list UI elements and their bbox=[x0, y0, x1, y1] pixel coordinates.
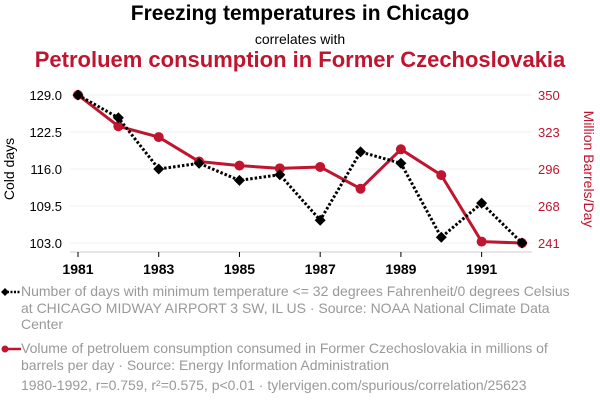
data-point-cold-days bbox=[314, 214, 326, 226]
data-point-cold-days bbox=[395, 157, 407, 169]
data-point-petroleum bbox=[113, 121, 124, 132]
series-line-petroleum bbox=[77, 93, 523, 245]
y-right-tick-label: 268 bbox=[538, 199, 560, 214]
y-left-tick-label: 129.0 bbox=[29, 88, 62, 103]
data-point-petroleum bbox=[436, 170, 447, 181]
x-tick-label: 1985 bbox=[224, 261, 255, 277]
data-point-cold-days bbox=[193, 157, 205, 169]
data-point-petroleum bbox=[234, 160, 245, 171]
y-right-tick-label: 323 bbox=[538, 125, 560, 140]
data-point-cold-days bbox=[274, 169, 286, 181]
data-point-petroleum bbox=[274, 163, 285, 174]
series-cold-days bbox=[72, 89, 528, 249]
data-point-cold-days bbox=[355, 146, 367, 158]
y-axis-left: 129.0 122.5 116.0 109.5 103.0 bbox=[29, 88, 62, 251]
x-tick-label: 1987 bbox=[305, 261, 336, 277]
legend-text-cold-days: Number of days with minimum temperature … bbox=[21, 283, 570, 332]
legend-diamond-dotted-icon bbox=[1, 288, 21, 296]
data-point-cold-days bbox=[435, 231, 447, 243]
y-right-tick-label: 241 bbox=[538, 236, 560, 251]
y-right-tick-label: 350 bbox=[538, 88, 560, 103]
data-point-cold-days bbox=[72, 89, 84, 101]
legend-circle-line-icon bbox=[1, 345, 21, 353]
y-left-tick-label: 109.5 bbox=[29, 199, 62, 214]
y-axis-right: 350 323 296 268 241 bbox=[538, 88, 560, 251]
data-point-cold-days bbox=[112, 112, 124, 124]
chart-subtitle: correlates with bbox=[254, 31, 346, 47]
legend-text-petroleum: Volume of petroluem consumption consumed… bbox=[21, 340, 548, 373]
x-tick-label: 1989 bbox=[385, 261, 416, 277]
footer-stats: 1980-1992, r=0.759, r²=0.575, p<0.01 · t… bbox=[21, 377, 527, 393]
chart: 1981 1983 1985 1987 1989 1991 129.0 122.5 116.0… bbox=[1, 88, 597, 277]
data-point-cold-days bbox=[516, 237, 528, 249]
data-point-petroleum bbox=[476, 236, 487, 247]
x-tick-label: 1991 bbox=[466, 261, 497, 277]
y-left-tick-label: 103.0 bbox=[29, 236, 62, 251]
data-point-cold-days bbox=[476, 197, 488, 209]
x-tick-label: 1981 bbox=[62, 261, 93, 277]
y-left-tick-label: 116.0 bbox=[30, 162, 62, 177]
y-right-tick-label: 296 bbox=[538, 162, 560, 177]
data-point-cold-days bbox=[153, 163, 165, 175]
x-axis-ticks: 1981 1983 1985 1987 1989 1991 bbox=[62, 252, 497, 277]
y-left-tick-label: 122.5 bbox=[29, 125, 62, 140]
data-point-petroleum bbox=[395, 144, 406, 155]
data-point-petroleum bbox=[153, 132, 164, 143]
chart-title-secondary: Petroluem consumption in Former Czechosl… bbox=[34, 47, 566, 72]
data-point-petroleum bbox=[355, 183, 366, 194]
x-tick-label: 1983 bbox=[143, 261, 174, 277]
y-axis-right-label: Million Barrels/Day bbox=[581, 111, 597, 228]
data-point-petroleum bbox=[315, 161, 326, 172]
y-axis-left-label: Cold days bbox=[1, 138, 17, 200]
series-line-cold-days bbox=[77, 93, 524, 245]
data-point-cold-days bbox=[233, 174, 245, 186]
chart-title: Freezing temperatures in Chicago bbox=[130, 2, 470, 25]
